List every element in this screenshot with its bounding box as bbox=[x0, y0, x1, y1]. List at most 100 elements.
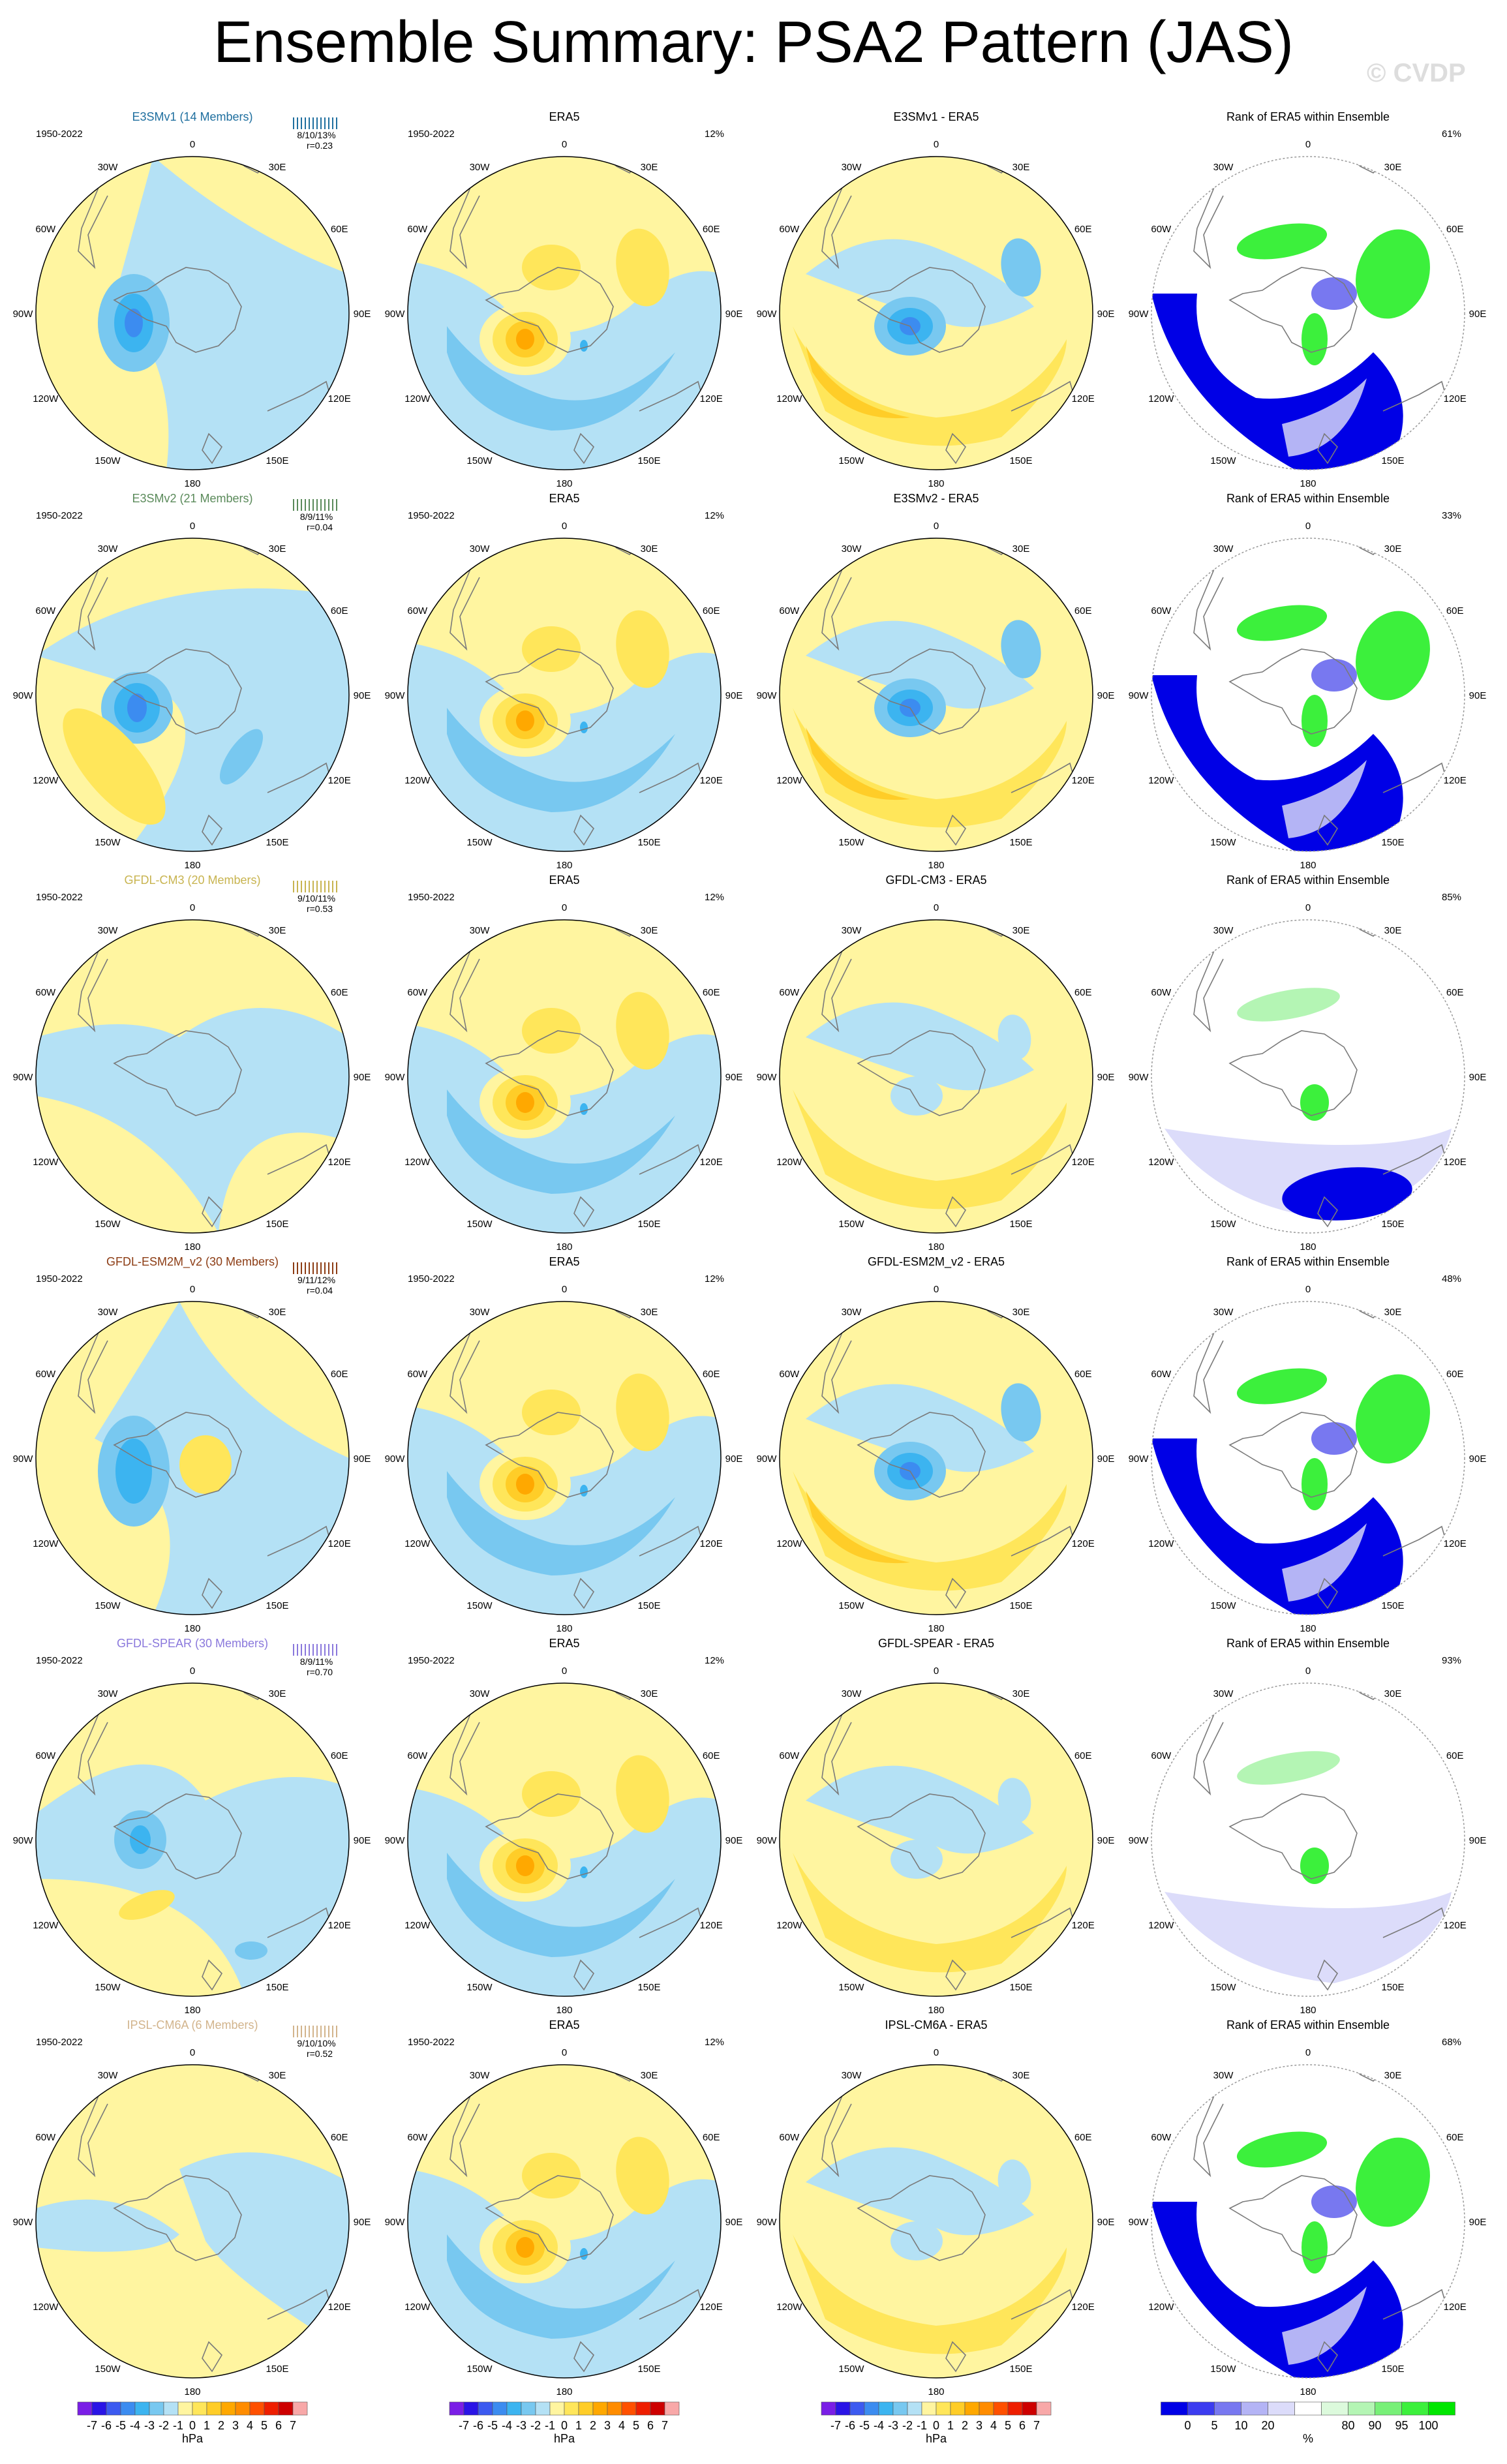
colorbar-swatch bbox=[921, 2401, 937, 2416]
colorbar-swatch bbox=[878, 2401, 894, 2416]
colorbar-tick-label: 2 bbox=[218, 2419, 224, 2432]
lon-label: 150W bbox=[1210, 455, 1236, 466]
contour-region bbox=[447, 1471, 675, 1575]
lon-label: 150W bbox=[838, 2364, 864, 2375]
colorbar-tick-label: -2 bbox=[530, 2419, 541, 2432]
colorbar-swatch bbox=[1022, 2401, 1037, 2416]
south-america-outline bbox=[78, 920, 108, 1033]
lon-label: 150W bbox=[95, 837, 121, 848]
lon-label: 30W bbox=[842, 543, 862, 555]
contour-region bbox=[119, 1890, 175, 1920]
lon-label: 120E bbox=[700, 1920, 723, 1931]
map-field bbox=[36, 1683, 349, 1996]
antarctica-outline bbox=[113, 1412, 242, 1498]
lon-label: 180 bbox=[1300, 860, 1316, 871]
new-zealand-outline bbox=[945, 433, 967, 464]
lon-label: 90E bbox=[1469, 1072, 1487, 1083]
contour-region bbox=[1311, 277, 1357, 310]
panel-title: ERA5 bbox=[549, 110, 579, 123]
panel-difference: E3SMv1 - ERA5 0 30E 60E 90E 120E 150E 180 150W 12… bbox=[757, 110, 1115, 489]
contour-region bbox=[890, 1840, 943, 1879]
lon-label: 180 bbox=[556, 860, 572, 871]
lon-label: 60W bbox=[1151, 605, 1172, 616]
contour-region bbox=[806, 1491, 910, 1564]
colorbar-swatch bbox=[936, 2401, 951, 2416]
lon-label: 180 bbox=[184, 1241, 200, 1253]
colorbar-swatch bbox=[1401, 2401, 1429, 2416]
lon-label: 120E bbox=[1444, 1157, 1467, 1168]
contour-region bbox=[447, 2234, 675, 2339]
contour-region bbox=[1311, 1422, 1357, 1455]
antarctica-outline bbox=[113, 1793, 242, 1879]
lon-label: 30E bbox=[269, 1307, 286, 1318]
lon-label: 180 bbox=[556, 2386, 572, 2397]
lon-label: 90W bbox=[757, 1835, 778, 1846]
antarctica-outline bbox=[485, 2175, 614, 2261]
colorbar-tick-label: 7 bbox=[662, 2419, 668, 2432]
lon-label: 90E bbox=[354, 309, 371, 320]
new-zealand-outline bbox=[202, 2341, 223, 2373]
row-3: GFDL-ESM2M_v2 (30 Members) 1950-2022 9/11/… bbox=[13, 1255, 1487, 1634]
panel-title: ERA5 bbox=[549, 2018, 579, 2031]
lon-label: 90W bbox=[757, 1453, 778, 1465]
new-zealand-outline bbox=[945, 1959, 967, 1991]
lon-label: 120W bbox=[33, 393, 59, 404]
colorbar-swatch bbox=[492, 2401, 508, 2416]
colorbar-tick-label: 5 bbox=[1005, 2419, 1011, 2432]
colorbar-tick-label: 5 bbox=[633, 2419, 639, 2432]
colorbar-tick-label: 2 bbox=[962, 2419, 968, 2432]
panel-era5: ERA5 1950-2022 12% 0 30E 60E 90E 120E 150E 180 150… bbox=[385, 2018, 743, 2397]
lon-label: 60E bbox=[331, 224, 348, 235]
lon-label: 60E bbox=[1446, 1369, 1464, 1380]
contour-region bbox=[408, 261, 721, 470]
contour-region bbox=[793, 708, 1067, 828]
lon-label: 150W bbox=[1210, 1982, 1236, 1993]
lon-label: 60E bbox=[703, 1369, 720, 1380]
panel-title: GFDL-SPEAR - ERA5 bbox=[878, 1637, 994, 1650]
new-zealand-outline bbox=[202, 814, 223, 846]
lon-label: 30E bbox=[1384, 925, 1402, 936]
lon-label: 90E bbox=[1469, 1453, 1487, 1465]
lon-label: 150E bbox=[266, 1600, 288, 1611]
colorbar-tick-label: 0 bbox=[1184, 2419, 1191, 2432]
period-label: 1950-2022 bbox=[408, 1655, 455, 1666]
lon-label: 120W bbox=[404, 1538, 431, 1549]
period-label: 1950-2022 bbox=[408, 892, 455, 903]
lon-label: 30E bbox=[1384, 1688, 1402, 1699]
lon-label: 30E bbox=[1384, 162, 1402, 173]
panel-era5: ERA5 1950-2022 12% 0 30E 60E 90E 120E 150E 180 150… bbox=[385, 1255, 743, 1634]
period-label: 1950-2022 bbox=[36, 1655, 83, 1666]
south-america-outline bbox=[1193, 157, 1224, 269]
panel-title: ERA5 bbox=[549, 492, 579, 505]
lon-label: 150W bbox=[95, 1982, 121, 1993]
antarctica-outline bbox=[857, 267, 986, 353]
lon-label: 180 bbox=[184, 2386, 200, 2397]
lon-label: 120E bbox=[1072, 775, 1095, 786]
map-field bbox=[408, 920, 721, 1233]
contour-colorbar: -7 -6 -5 -4 -3 -2 -1 0 1 2 3 4 5 6 7 hPa bbox=[77, 2401, 308, 2445]
lon-label: 90W bbox=[757, 309, 778, 320]
colorbar-swatch bbox=[463, 2401, 479, 2416]
contour-region bbox=[890, 1076, 943, 1116]
contour-region bbox=[516, 1092, 534, 1113]
contour-region bbox=[408, 1787, 721, 1996]
colorbar-tick-label: 4 bbox=[618, 2419, 625, 2432]
colorbar-swatch bbox=[1241, 2401, 1268, 2416]
lon-label: 120E bbox=[1072, 1920, 1095, 1931]
panel-ensemble-mean: GFDL-ESM2M_v2 (30 Members) 1950-2022 9/11/… bbox=[13, 1255, 371, 1634]
contour-region bbox=[1001, 238, 1041, 297]
colorbar-unit: % bbox=[1303, 2432, 1313, 2445]
lon-label: 60W bbox=[35, 987, 56, 998]
colorbar-swatch bbox=[106, 2401, 121, 2416]
colorbar-tick-label: 0 bbox=[561, 2419, 568, 2432]
contour-region bbox=[1236, 2131, 1328, 2168]
contour-region bbox=[616, 1755, 669, 1833]
colorbar-tick-label: 4 bbox=[990, 2419, 997, 2432]
contour-region bbox=[580, 1103, 588, 1115]
south-america-outline bbox=[1193, 538, 1224, 651]
new-zealand-outline bbox=[1317, 814, 1339, 846]
contour-region bbox=[1356, 2137, 1430, 2227]
contour-region bbox=[522, 2153, 581, 2198]
lon-label: 30W bbox=[98, 162, 119, 173]
lon-label: 60E bbox=[1446, 2132, 1464, 2143]
